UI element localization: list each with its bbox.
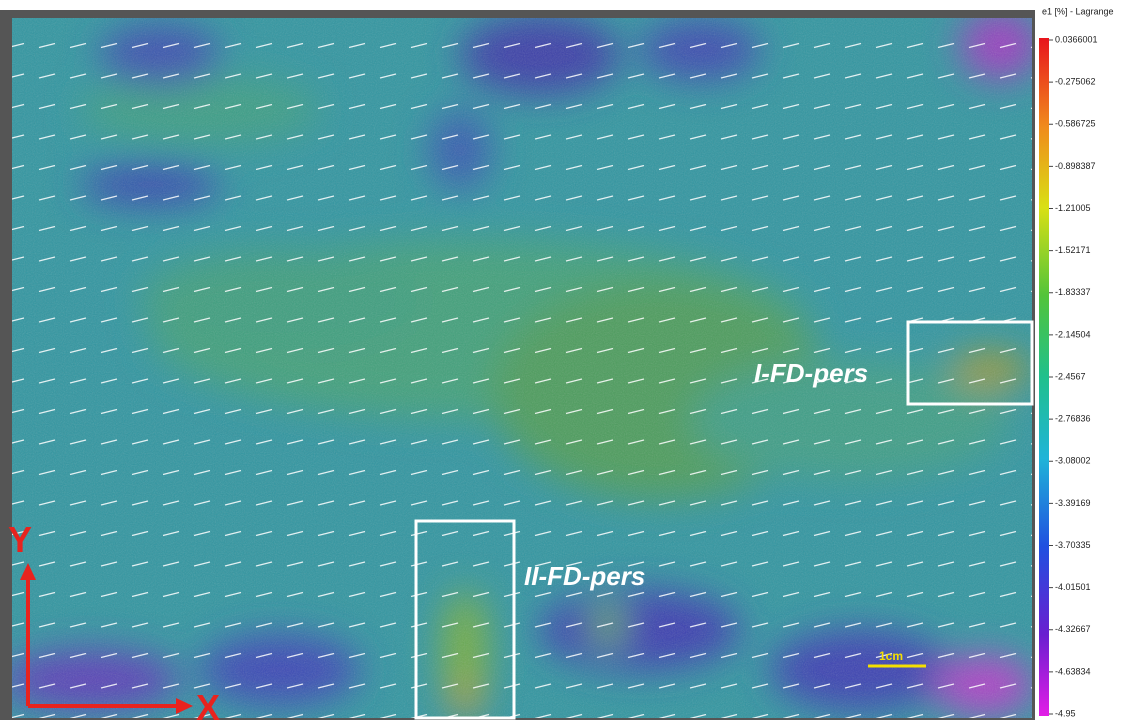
scale-bar-label: 1cm	[879, 649, 903, 663]
colorbar-label: -0.275062	[1055, 77, 1096, 87]
axes-indicator	[20, 563, 193, 714]
colorbar-label: 0.0366001	[1055, 34, 1098, 44]
colorbar-label: -2.4567	[1055, 371, 1086, 381]
colorbar-label: -0.586725	[1055, 119, 1096, 129]
region-label: II-FD-pers	[524, 561, 645, 591]
colorbar	[1039, 38, 1049, 716]
region-box	[414, 519, 516, 720]
colorbar-label: -1.83337	[1055, 287, 1091, 297]
axis-letter: Y	[8, 519, 32, 560]
colorbar-label: -2.14504	[1055, 329, 1091, 339]
axis-letter: X	[196, 687, 220, 720]
region-label: I-FD-pers	[754, 358, 868, 388]
colorbar-title: e1 [%] - Lagrange	[1042, 6, 1114, 16]
colorbar-label: -4.95	[1055, 708, 1076, 718]
colorbar-label: -1.21005	[1055, 203, 1091, 213]
region-box	[906, 320, 1034, 406]
colorbar-label: -4.63834	[1055, 666, 1091, 676]
colorbar-label: -0.898387	[1055, 161, 1096, 171]
colorbar-label: -3.70335	[1055, 540, 1091, 550]
colorbar-label: -2.76836	[1055, 414, 1091, 424]
colorbar-label: -1.52171	[1055, 245, 1091, 255]
colorbar-label: -4.01501	[1055, 582, 1091, 592]
colorbar-label: -4.32667	[1055, 624, 1091, 634]
colorbar-label: -3.08002	[1055, 456, 1091, 466]
colorbar-labels: 0.0366001 -0.275062 -0.586725 -0.898387 -1.2…	[1049, 34, 1098, 718]
colorbar-label: -3.39169	[1055, 498, 1091, 508]
strain-field	[12, 18, 1032, 718]
